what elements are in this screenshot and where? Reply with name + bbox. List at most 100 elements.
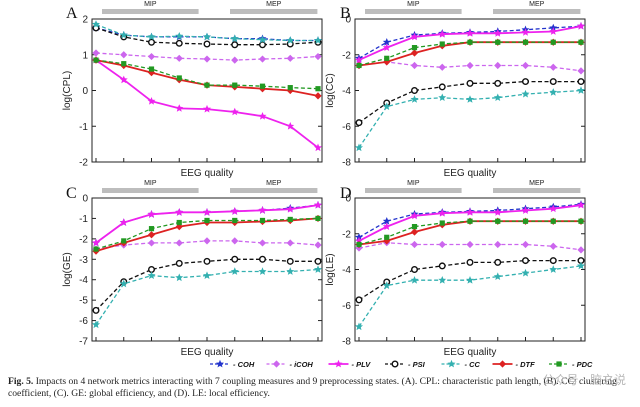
- data-point: [92, 306, 100, 314]
- data-point: [356, 241, 362, 248]
- data-point: [411, 45, 418, 51]
- mep-label: MEP: [529, 1, 545, 8]
- data-point: [258, 206, 267, 214]
- mep-bar: [493, 9, 581, 14]
- data-point: [438, 276, 447, 284]
- data-point: [259, 83, 266, 89]
- data-point: [147, 271, 156, 279]
- data-point: [314, 200, 322, 209]
- data-point: [355, 322, 363, 331]
- data-point: [175, 39, 183, 47]
- legend-item-icoh: - iCOH: [266, 360, 313, 369]
- legend-marker: [272, 360, 281, 368]
- data-point: [438, 83, 446, 91]
- legend-label: - PDC: [572, 360, 593, 369]
- data-point: [549, 88, 558, 96]
- data-point: [494, 258, 502, 266]
- legend-item-psi: - PSI: [385, 360, 426, 369]
- data-point: [577, 201, 585, 209]
- panel-label: D: [340, 185, 352, 202]
- data-point: [355, 296, 363, 304]
- data-point: [521, 28, 530, 36]
- legend-marker: [447, 359, 456, 368]
- data-point: [147, 52, 156, 61]
- data-point: [355, 143, 363, 152]
- mep-label: MEP: [266, 180, 282, 187]
- data-point: [119, 279, 128, 288]
- data-point: [577, 78, 585, 86]
- y-tick-label: -2: [79, 234, 88, 245]
- y-tick-label: -1: [79, 122, 88, 133]
- mep-bar: [230, 188, 318, 193]
- y-tick-label: -2: [79, 158, 88, 169]
- data-point: [382, 217, 391, 225]
- series-cc: [355, 261, 585, 331]
- data-point: [92, 320, 100, 329]
- mep-label: MEP: [529, 180, 545, 187]
- data-point: [175, 208, 184, 216]
- data-point: [466, 79, 474, 87]
- data-point: [231, 237, 239, 245]
- y-axis-label: log(GE): [62, 252, 73, 286]
- data-point: [494, 61, 502, 70]
- data-point: [382, 281, 391, 289]
- data-point: [410, 240, 419, 249]
- figure-caption: Fig. 5. Impacts on 4 network metrics int…: [8, 376, 632, 400]
- data-point: [382, 43, 391, 51]
- data-point: [230, 207, 239, 215]
- data-point: [549, 265, 558, 273]
- data-point: [286, 257, 294, 265]
- panel-d: MIP MEP -8 -6 -4 -2 0 log(LE) EEG quality D: [325, 180, 586, 358]
- y-tick-label: -6: [342, 122, 351, 133]
- data-point: [175, 54, 183, 62]
- series-cc: [355, 86, 585, 152]
- y-tick-label: -3: [79, 255, 88, 266]
- series-line: [358, 80, 581, 124]
- data-point: [550, 39, 556, 45]
- data-point: [258, 35, 267, 44]
- data-point: [549, 242, 557, 250]
- data-point: [314, 241, 322, 249]
- legend-item-plv: - PLV: [328, 359, 371, 369]
- mip-bar: [102, 188, 199, 193]
- series-pdc: [93, 215, 321, 252]
- data-point: [438, 240, 446, 249]
- data-point: [147, 32, 156, 41]
- data-point: [314, 92, 322, 100]
- panel-label: B: [340, 5, 351, 22]
- data-point: [147, 69, 156, 77]
- data-point: [287, 85, 293, 91]
- data-point: [355, 55, 363, 64]
- figure: MIP MEP -2 -1 0 1 2 log(CPL) EEG quality A MIP MEP -…: [62, 1, 593, 369]
- data-point: [231, 41, 239, 49]
- y-tick-label: -2: [342, 229, 351, 240]
- mip-label: MIP: [407, 180, 420, 187]
- legend-item-dtf: - DTF: [492, 360, 535, 369]
- data-point: [384, 55, 390, 61]
- y-axis-label: log(CPL): [62, 71, 73, 110]
- data-point: [521, 268, 530, 277]
- legend-marker: [216, 359, 224, 368]
- panel-label: C: [66, 185, 77, 202]
- y-tick-label: 1: [82, 50, 88, 61]
- data-point: [495, 39, 501, 45]
- data-point: [549, 204, 558, 213]
- data-point: [119, 75, 128, 84]
- y-tick-label: 0: [345, 15, 351, 26]
- data-point: [493, 272, 502, 280]
- y-tick-label: 0: [345, 194, 351, 205]
- data-point: [550, 218, 556, 224]
- data-point: [259, 217, 266, 224]
- legend-item-pdc: - PDC: [549, 360, 593, 369]
- data-point: [577, 246, 585, 254]
- data-point: [231, 56, 239, 64]
- legend-label: - COH: [233, 360, 255, 369]
- data-point: [382, 38, 391, 46]
- legend-marker: [556, 361, 562, 367]
- data-point: [577, 22, 585, 30]
- data-point: [230, 34, 239, 43]
- series-dtf: [92, 56, 322, 100]
- panel-c: MIP MEP -7 -6 -5 -4 -3 -2 -1 0 log(GE) EEG quality C: [62, 180, 323, 358]
- series-pdc: [93, 57, 321, 92]
- data-point: [203, 271, 211, 279]
